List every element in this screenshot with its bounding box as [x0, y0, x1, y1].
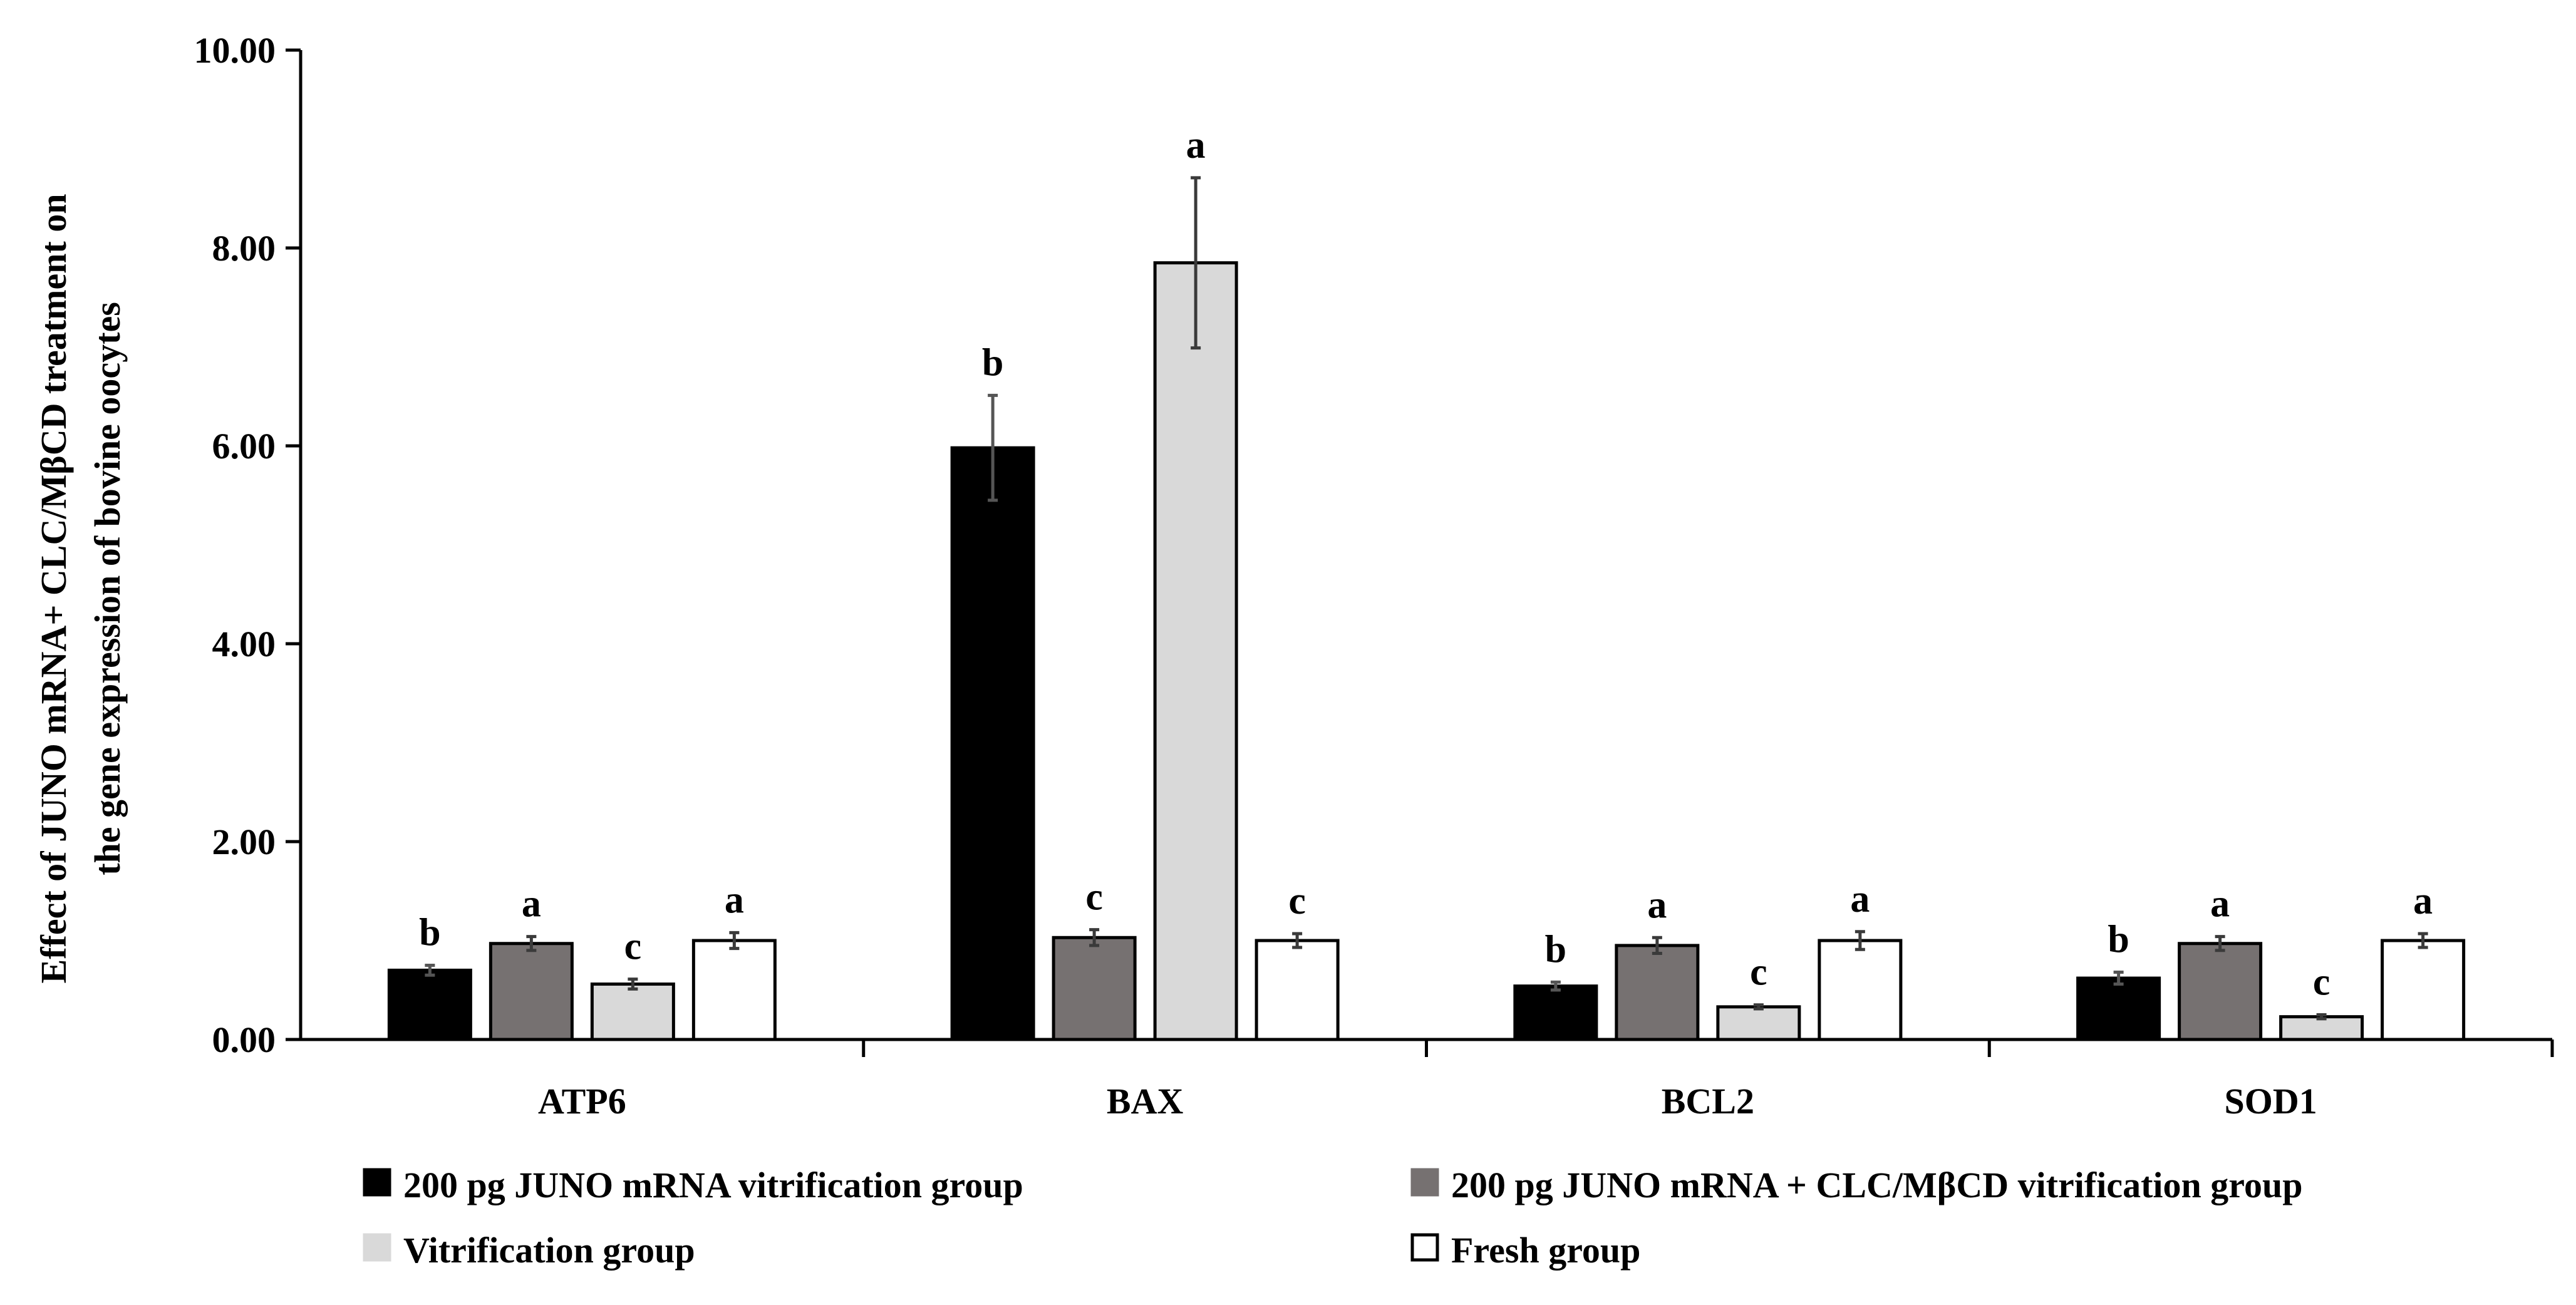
y-axis-ticks: 0.00 2.00 4.00 6.00 8.00 10.00	[194, 30, 303, 1060]
bar	[1052, 936, 1137, 1041]
x-tick-label: ATP6	[538, 1081, 626, 1122]
significance-letter: a	[1647, 884, 1667, 926]
significance-letter: c	[1085, 876, 1103, 919]
plot-area: b a c a b c a c b a c a b a c a	[387, 124, 2466, 1041]
y-tick-label: 4.00	[212, 624, 276, 664]
significance-letter: b	[1545, 928, 1566, 971]
bar	[489, 942, 574, 1041]
y-axis-title-line-2: the gene expression of bovine oocytes	[87, 302, 128, 875]
legend: 200 pg JUNO mRNA vitrification group 200 …	[363, 1165, 2302, 1271]
legend-label: Fresh group	[1451, 1230, 1640, 1271]
bar	[2279, 1015, 2364, 1041]
significance-letter: a	[1186, 124, 1206, 167]
bar	[1615, 944, 1700, 1041]
y-axis-title: Effect of JUNO mRNA+ CLC/MβCD treatment …	[33, 194, 128, 984]
y-tick-label: 6.00	[212, 426, 276, 467]
significance-letter: b	[982, 341, 1003, 384]
significance-letter: b	[419, 912, 440, 954]
bar	[1254, 939, 1340, 1041]
legend-swatch	[1410, 1168, 1439, 1197]
significance-letter: c	[1288, 880, 1306, 922]
significance-letter: a	[2413, 880, 2433, 922]
bar	[2381, 939, 2466, 1041]
bar	[2076, 976, 2161, 1041]
legend-swatch	[1410, 1233, 1439, 1262]
x-tick-label: BCL2	[1662, 1081, 1754, 1122]
y-tick-label: 2.00	[212, 822, 276, 862]
bar	[691, 939, 777, 1041]
significance-letter: c	[2313, 961, 2330, 1004]
legend-swatch	[363, 1233, 391, 1262]
significance-letter: a	[2210, 883, 2230, 926]
significance-letter: a	[522, 883, 541, 926]
y-tick-label: 8.00	[212, 228, 276, 269]
bar	[1153, 261, 1238, 1041]
significance-letter: b	[2108, 919, 2129, 961]
significance-letter: a	[1850, 878, 1870, 921]
y-tick-label: 0.00	[212, 1019, 276, 1060]
legend-swatch	[363, 1168, 391, 1197]
bar	[2178, 942, 2263, 1041]
bar	[387, 968, 472, 1041]
bar	[950, 446, 1035, 1041]
x-tick-label: SOD1	[2224, 1081, 2317, 1122]
y-tick-label: 10.00	[194, 30, 276, 71]
legend-label: 200 pg JUNO mRNA + CLC/MβCD vitrificatio…	[1451, 1165, 2302, 1205]
x-tick-label: BAX	[1107, 1081, 1184, 1122]
bar	[1513, 984, 1598, 1041]
significance-letter: c	[624, 926, 642, 968]
legend-label: Vitrification group	[403, 1230, 695, 1271]
bar	[1818, 939, 1903, 1041]
bar	[590, 983, 675, 1041]
bar	[1716, 1005, 1801, 1041]
x-axis: ATP6 BAX BCL2 SOD1	[301, 1038, 2554, 1122]
legend-label: 200 pg JUNO mRNA vitrification group	[403, 1165, 1023, 1205]
y-axis-title-line-1: Effect of JUNO mRNA+ CLC/MβCD treatment …	[33, 194, 74, 984]
significance-letter: a	[725, 879, 744, 921]
significance-letter: c	[1750, 951, 1767, 994]
